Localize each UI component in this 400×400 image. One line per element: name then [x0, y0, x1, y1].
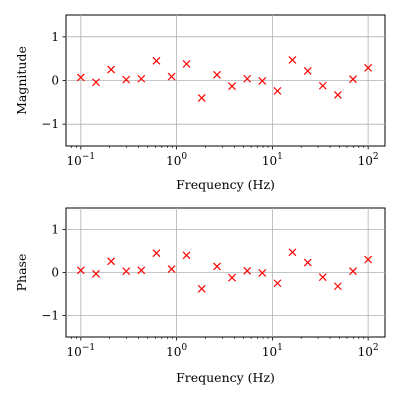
x-tick-label: 100 [166, 343, 187, 359]
data-point [243, 266, 252, 275]
x-tick-label: 100 [166, 152, 187, 168]
data-point [197, 94, 206, 102]
data-points [76, 56, 373, 102]
data-point [273, 279, 282, 288]
x-tick-label: 102 [358, 343, 379, 359]
data-point [182, 59, 191, 68]
grid-lines [66, 15, 385, 146]
data-point [182, 251, 191, 260]
x-axis-label: Frequency (Hz) [176, 370, 275, 385]
data-point [349, 75, 357, 84]
data-point [318, 81, 327, 90]
y-tick-label: 1 [51, 223, 59, 237]
data-point [107, 65, 116, 74]
y-tick-label: 0 [51, 266, 59, 280]
data-point [137, 266, 146, 275]
data-point [303, 258, 312, 267]
x-tick-label: 101 [262, 343, 283, 359]
data-point [92, 269, 100, 278]
y-axis-ticks: −1 0 1 [41, 223, 66, 323]
y-tick-label: −1 [41, 309, 59, 323]
data-points [76, 248, 373, 293]
data-point [333, 90, 342, 99]
data-point [349, 267, 357, 276]
x-tick-label: 10−1 [67, 343, 96, 359]
data-point [288, 248, 297, 257]
x-tick-label: 101 [262, 152, 283, 168]
data-point [167, 72, 176, 81]
data-point [107, 257, 116, 266]
data-point [122, 267, 131, 276]
data-point [76, 266, 85, 275]
data-point [318, 273, 327, 282]
y-axis-label: Magnitude [14, 46, 29, 115]
data-point [76, 73, 85, 82]
y-axis-label: Phase [14, 254, 29, 292]
data-point [364, 63, 373, 72]
data-point [258, 77, 267, 85]
y-tick-label: −1 [41, 117, 59, 131]
data-point [333, 282, 342, 291]
data-point [197, 284, 206, 293]
x-tick-label: 102 [358, 152, 379, 168]
x-axis-ticks: 10−1 100 101 102 [67, 337, 379, 359]
data-point [152, 249, 161, 258]
data-point [273, 87, 282, 95]
grid-lines [66, 208, 385, 337]
phase-panel: 10−1 100 101 102 −1 0 1 Frequency (Hz) Phase [14, 207, 386, 385]
data-point [243, 74, 252, 83]
data-point [288, 56, 297, 64]
magnitude-panel: 10−1 100 101 102 −1 0 1 Frequency (Hz) Magnit… [14, 14, 386, 192]
x-axis-label: Frequency (Hz) [176, 177, 275, 192]
data-point [228, 82, 236, 91]
data-point [152, 56, 161, 65]
data-point [92, 78, 100, 87]
y-axis-ticks: −1 0 1 [41, 30, 66, 131]
data-point [364, 255, 373, 264]
data-point [213, 70, 221, 79]
x-axis-ticks: 10−1 100 101 102 [67, 146, 379, 168]
data-point [137, 74, 146, 83]
data-point [122, 75, 131, 84]
x-tick-label: 10−1 [67, 152, 96, 168]
data-point [228, 273, 236, 282]
data-point [258, 269, 267, 277]
y-tick-label: 0 [51, 74, 59, 88]
data-point [213, 262, 221, 271]
y-tick-label: 1 [51, 30, 59, 44]
data-point [167, 265, 176, 273]
data-point [303, 66, 312, 75]
